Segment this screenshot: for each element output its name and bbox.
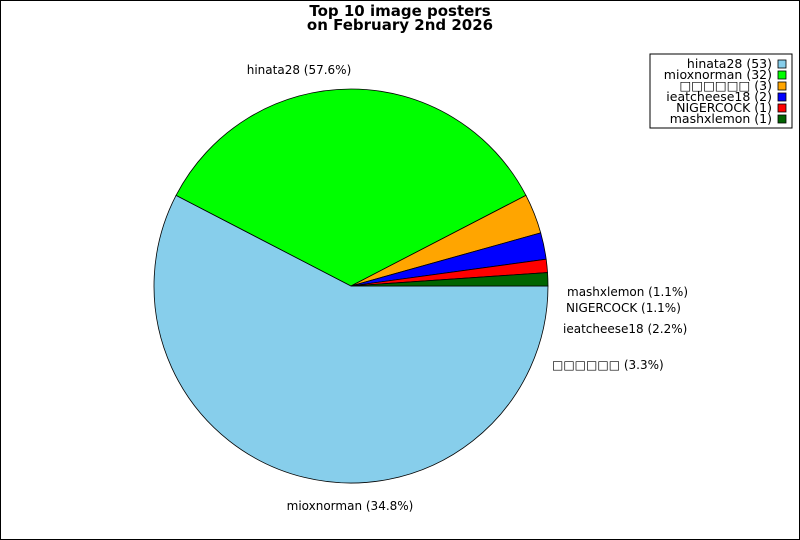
slice-label-2: □□□□□□ (3.3%) [552, 358, 664, 372]
slice-label-0: hinata28 (57.6%) [247, 63, 352, 77]
legend-swatch-0 [777, 59, 787, 69]
pie-slice-5 [350, 272, 549, 287]
legend-swatch-5 [777, 114, 787, 124]
chart-title: Top 10 image posters [309, 2, 490, 20]
legend-swatch-3 [777, 92, 787, 102]
slice-label-3: ieatcheese18 (2.2%) [563, 322, 687, 336]
pie-slices [153, 88, 549, 484]
chart-subtitle: on February 2nd 2026 [307, 16, 493, 34]
slice-label-1: mioxnorman (34.8%) [287, 499, 414, 513]
legend: hinata28 (53)mioxnorman (32)□□□□□□ (3)ie… [649, 53, 793, 129]
slice-label-5: mashxlemon (1.1%) [567, 285, 688, 299]
legend-swatch-2 [777, 81, 787, 91]
legend-label-1: mioxnorman (32) [664, 67, 772, 82]
pie-slice-1 [175, 88, 527, 287]
legend-swatch-4 [777, 103, 787, 113]
legend-label-4: NIGERCOCK (1) [676, 100, 772, 115]
legend-swatch-1 [777, 70, 787, 80]
legend-box [649, 53, 793, 129]
legend-label-5: mashxlemon (1) [670, 111, 772, 126]
legend-label-2: □□□□□□ (3) [679, 78, 772, 93]
slice-label-4: NIGERCOCK (1.1%) [566, 301, 681, 315]
slice-labels: hinata28 (57.6%) mioxnorman (34.8%) □□□□□□… [247, 63, 688, 513]
pie-slice-0 [153, 194, 549, 484]
legend-label-3: ieatcheese18 (2) [666, 89, 772, 104]
legend-label-0: hinata28 (53) [687, 56, 772, 71]
